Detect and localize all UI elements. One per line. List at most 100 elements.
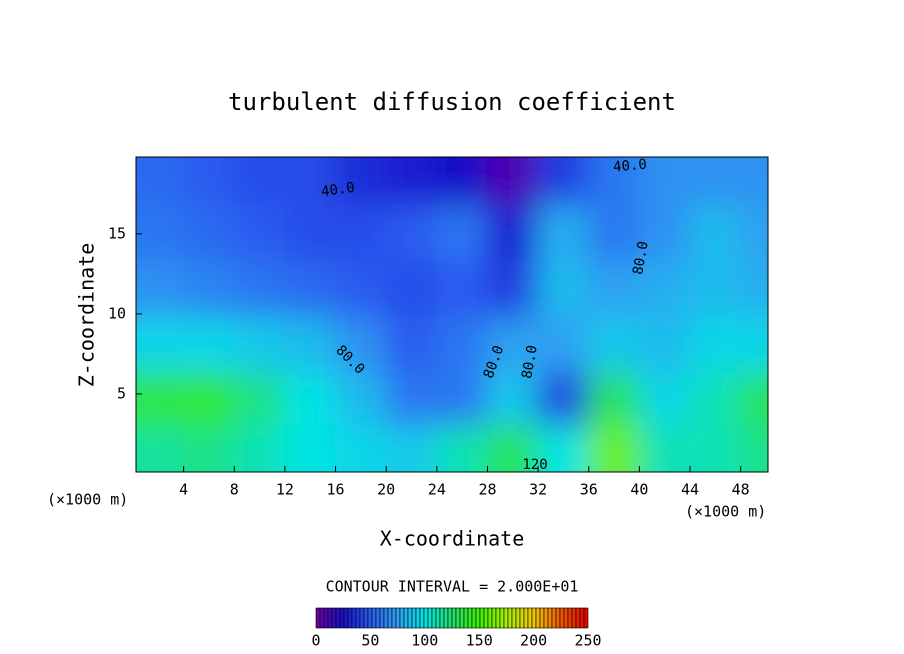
field-cell [486,157,540,207]
colorbar-tick-label: 0 [311,632,320,650]
field-cell [283,260,337,319]
colorbar-segment [507,607,513,629]
colorbar-segment [447,607,453,629]
field-cell [233,204,286,263]
x-tick-label: 36 [580,481,598,499]
field-cell [182,157,236,207]
colorbar-segment [423,607,429,629]
x-tick-label: 40 [630,481,648,499]
field-cell [435,372,489,427]
x-tick-label: 44 [681,481,699,499]
field-cell [334,316,388,375]
colorbar-tick-label: 200 [520,632,547,650]
field-cell [537,157,590,207]
field-cell [385,316,438,375]
colorbar-segment [315,607,321,629]
field-cell [537,260,590,319]
field-cell [182,316,236,375]
contour-label: 120 [522,457,547,473]
field-cell [334,424,388,472]
field-cell [739,157,768,207]
x-tick-label: 16 [327,481,345,499]
colorbar-segment [563,607,569,629]
colorbar-segment [327,607,333,629]
colorbar-segment [487,607,493,629]
field-cell [739,204,768,263]
field-cell [537,316,590,375]
x-tick-label: 48 [732,481,750,499]
field-cell [689,316,742,375]
contour-label: 40.0 [613,157,648,176]
field-cell [739,316,768,375]
x-tick-label: 12 [276,481,294,499]
field-cell [689,157,742,207]
colorbar-segment [419,607,425,629]
colorbar: 0 50 100 150 200 250 [311,607,602,650]
colorbar-segment [511,607,517,629]
field-cell [587,424,641,472]
field-cell [435,316,489,375]
field-cell [283,372,337,427]
colorbar-segment [583,607,589,629]
field-cell [182,204,236,263]
colorbar-segment [547,607,553,629]
colorbar-tick-label: 150 [466,632,493,650]
field-cell [233,260,286,319]
colorbar-segment [347,607,353,629]
colorbar-segment [539,607,545,629]
colorbar-segment [455,607,461,629]
field [136,157,768,472]
colorbar-segment [555,607,561,629]
field-cell [136,372,185,427]
colorbar-segment [575,607,581,629]
field-cell [689,260,742,319]
field-cell [136,316,185,375]
colorbar-segment [339,607,345,629]
colorbar-segment [463,607,469,629]
y-tick-label: 15 [108,224,126,242]
colorbar-segment [415,607,421,629]
field-cell [233,372,286,427]
colorbar-segment [559,607,565,629]
colorbar-segment [371,607,377,629]
colorbar-title: CONTOUR INTERVAL = 2.000E+01 [326,578,579,596]
x-tick-label: 24 [428,481,446,499]
field-cell [689,424,742,472]
x-tick-label: 20 [377,481,395,499]
contour-label: 80.0 [630,240,652,276]
colorbar-segment [431,607,437,629]
colorbar-segment [503,607,509,629]
field-cell [136,424,185,472]
field-cell [283,424,337,472]
field-cell [587,316,641,375]
colorbar-segment [483,607,489,629]
colorbar-segment [379,607,385,629]
field-cell [182,424,236,472]
field-cell [739,260,768,319]
colorbar-segment [551,607,557,629]
field-cell [587,260,641,319]
field-cell [385,157,438,207]
colorbar-segment [351,607,357,629]
field-cell [334,204,388,263]
colorbar-segment [427,607,433,629]
colorbar-segment [459,607,465,629]
x-axis-label: X-coordinate [380,527,525,551]
field-cell [638,372,692,427]
colorbar-segment [411,607,417,629]
colorbar-tick-label: 100 [411,632,438,650]
field-cell [385,424,438,472]
colorbar-segment [479,607,485,629]
colorbar-segment [443,607,449,629]
colorbar-segment [499,607,505,629]
x-tick-label: 8 [230,481,239,499]
contour-label: 40.0 [320,180,356,201]
colorbar-segment [363,607,369,629]
plot-area [136,157,768,472]
colorbar-tick-label: 50 [361,632,379,650]
colorbar-segment [515,607,521,629]
colorbar-segment [491,607,497,629]
colorbar-segment [579,607,585,629]
field-cell [283,316,337,375]
field-cell [182,372,236,427]
